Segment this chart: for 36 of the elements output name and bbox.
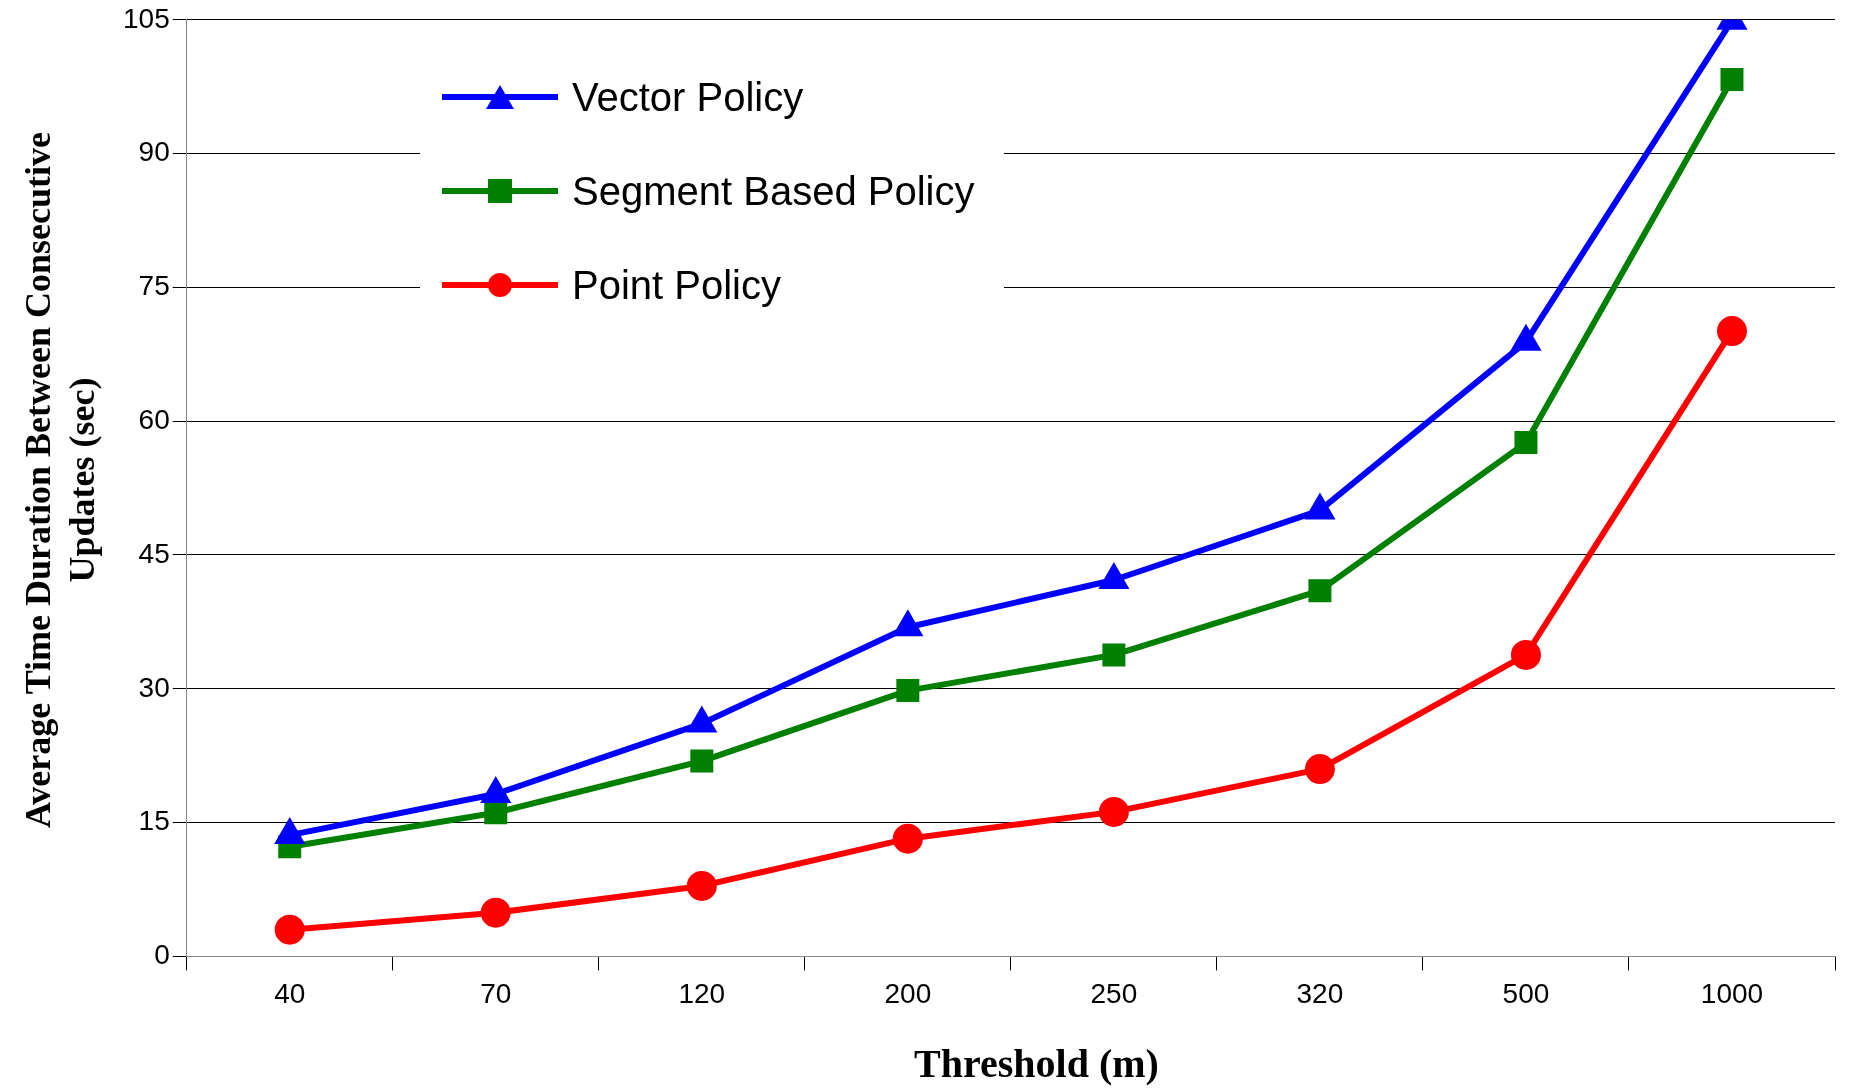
y-tick-label: 60 xyxy=(138,403,170,435)
y-tick-label: 45 xyxy=(138,537,170,569)
legend-label: Point Policy xyxy=(572,262,781,308)
point xyxy=(480,897,511,928)
x-tick-label: 1000 xyxy=(1700,977,1764,1009)
x-axis-title: Threshold (m) xyxy=(913,1040,1160,1087)
point xyxy=(484,801,508,825)
point xyxy=(1716,316,1747,347)
point xyxy=(1102,643,1126,667)
point xyxy=(274,914,305,945)
point xyxy=(1510,639,1541,670)
point xyxy=(1720,68,1744,92)
legend-label: Vector Policy xyxy=(572,74,804,120)
y-tick-label: 0 xyxy=(154,939,170,971)
x-tick-label: 200 xyxy=(884,977,932,1009)
x-tick-label: 320 xyxy=(1296,977,1344,1009)
point xyxy=(1098,796,1129,827)
legend-label: Segment Based Policy xyxy=(572,168,975,214)
point xyxy=(1514,431,1538,455)
y-tick-label: 15 xyxy=(138,805,170,837)
x-tick-label: 120 xyxy=(678,977,726,1009)
x-tick-label: 40 xyxy=(274,977,306,1009)
x-tick-label: 500 xyxy=(1502,977,1550,1009)
point xyxy=(1304,754,1335,785)
y-tick-label: 105 xyxy=(123,2,170,34)
point xyxy=(1308,579,1332,603)
point xyxy=(896,679,920,703)
y-tick-label: 75 xyxy=(138,270,170,302)
x-tick-label: 70 xyxy=(480,977,512,1009)
y-axis-title: Average Time Duration Between Consecutive Updates (sec) xyxy=(17,131,103,830)
point xyxy=(892,823,923,854)
point xyxy=(686,870,717,901)
y-tick-label: 30 xyxy=(138,671,170,703)
y-tick-label: 90 xyxy=(138,136,170,168)
x-tick-label: 250 xyxy=(1090,977,1138,1009)
point xyxy=(690,749,714,773)
